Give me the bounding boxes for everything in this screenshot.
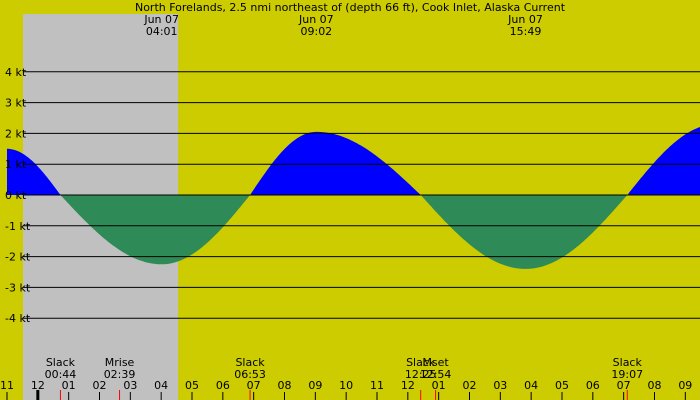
x-tick-label: 03: [123, 379, 137, 392]
x-tick-label: 05: [555, 379, 569, 392]
y-tick-label: -4 kt: [5, 312, 31, 325]
top-event-date: Jun 07: [143, 13, 179, 26]
x-tick-label: 05: [185, 379, 199, 392]
x-tick-label: 11: [0, 379, 14, 392]
bottom-event-name: Mset: [422, 356, 449, 369]
top-event-time: 09:02: [300, 25, 332, 38]
x-tick-label: 06: [586, 379, 600, 392]
bottom-event-time: 12:25: [405, 368, 437, 381]
x-tick-label: 03: [493, 379, 507, 392]
x-tick-label: 01: [62, 379, 76, 392]
bottom-event-time: 02:39: [104, 368, 136, 381]
y-tick-label: -1 kt: [5, 220, 31, 233]
ebb-current-area: [61, 195, 629, 269]
y-tick-label: -2 kt: [5, 251, 31, 264]
x-tick-label: 04: [154, 379, 168, 392]
bottom-event-name: Slack: [46, 356, 76, 369]
x-tick-label: 02: [92, 379, 106, 392]
x-tick-label: 10: [339, 379, 353, 392]
x-tick-label: 04: [524, 379, 538, 392]
flood-current-area: [7, 127, 700, 195]
x-tick-label: 12: [401, 379, 415, 392]
top-event-date: Jun 07: [507, 13, 543, 26]
x-tick-label: 09: [678, 379, 692, 392]
x-tick-label: 02: [462, 379, 476, 392]
bottom-event-name: Slack: [235, 356, 265, 369]
chart-title: North Forelands, 2.5 nmi northeast of (d…: [135, 1, 566, 14]
x-tick-label: 07: [617, 379, 631, 392]
x-tick-label: 11: [370, 379, 384, 392]
top-event-time: 04:01: [146, 25, 178, 38]
x-tick-label: 08: [277, 379, 291, 392]
y-tick-label: 3 kt: [5, 97, 27, 110]
x-tick-label: 12: [31, 379, 45, 392]
y-tick-label: -3 kt: [5, 281, 31, 294]
midnight-marker: [36, 390, 40, 400]
y-tick-label: 4 kt: [5, 66, 27, 79]
y-tick-label: 2 kt: [5, 127, 27, 140]
bottom-event-time: 06:53: [234, 368, 266, 381]
top-event-date: Jun 07: [298, 13, 334, 26]
top-event-time: 15:49: [510, 25, 542, 38]
x-tick-label: 07: [247, 379, 261, 392]
bottom-event-name: Mrise: [105, 356, 135, 369]
bottom-event-name: Slack: [613, 356, 643, 369]
x-tick-label: 06: [216, 379, 230, 392]
bottom-event-time: 00:44: [45, 368, 77, 381]
bottom-event-time: 12:54: [420, 368, 452, 381]
x-tick-label: 08: [647, 379, 661, 392]
x-tick-label: 09: [308, 379, 322, 392]
bottom-event-time: 19:07: [611, 368, 643, 381]
x-tick-label: 01: [432, 379, 446, 392]
y-tick-label: 0 kt: [5, 189, 27, 202]
bottom-event-name: Slack: [406, 356, 436, 369]
y-tick-label: 1 kt: [5, 158, 27, 171]
